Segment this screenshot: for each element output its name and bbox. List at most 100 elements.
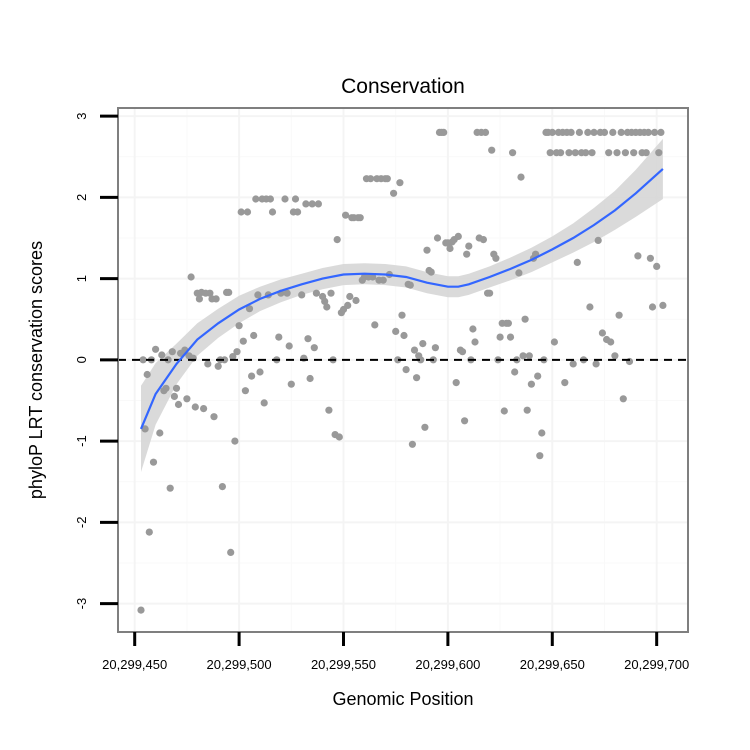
data-point bbox=[210, 413, 218, 421]
data-point bbox=[139, 356, 147, 364]
data-point bbox=[548, 128, 556, 136]
data-point bbox=[145, 528, 153, 536]
data-point bbox=[183, 395, 191, 403]
data-point bbox=[519, 352, 527, 360]
data-point bbox=[254, 291, 262, 299]
data-point bbox=[367, 175, 375, 183]
data-point bbox=[525, 352, 533, 360]
data-point bbox=[506, 333, 515, 341]
smooth-fit-line bbox=[139, 168, 664, 430]
data-point bbox=[571, 149, 579, 157]
data-point bbox=[465, 242, 473, 250]
data-point bbox=[609, 128, 617, 136]
data-point bbox=[152, 345, 160, 353]
data-point bbox=[260, 399, 268, 407]
smooth-line-layer bbox=[139, 168, 664, 430]
x-tick-label: 20,299,700 bbox=[624, 657, 689, 672]
data-point bbox=[398, 311, 406, 319]
data-point bbox=[321, 297, 329, 305]
chart-title: Conservation bbox=[341, 75, 465, 98]
confidence-band bbox=[141, 138, 663, 472]
data-point bbox=[463, 250, 471, 258]
y-tick-label: -1 bbox=[74, 435, 89, 447]
x-tick-label: 20,299,650 bbox=[520, 657, 585, 672]
data-point bbox=[588, 149, 596, 157]
data-point bbox=[287, 380, 295, 388]
data-point bbox=[281, 195, 289, 203]
data-point bbox=[239, 337, 247, 345]
data-point bbox=[594, 236, 602, 244]
data-point bbox=[235, 322, 243, 330]
data-point bbox=[170, 392, 178, 400]
x-axis-title: Genomic Position bbox=[332, 689, 473, 709]
data-point bbox=[285, 342, 293, 350]
data-point bbox=[291, 195, 300, 203]
data-point bbox=[327, 289, 335, 297]
data-point bbox=[446, 244, 454, 253]
data-point bbox=[231, 437, 239, 445]
data-point bbox=[492, 254, 500, 262]
data-point bbox=[575, 128, 584, 136]
data-point bbox=[168, 348, 176, 356]
data-point bbox=[619, 395, 627, 403]
data-point bbox=[245, 305, 254, 313]
scatter-points-layer bbox=[137, 128, 667, 614]
data-point bbox=[517, 173, 525, 181]
data-point bbox=[431, 344, 439, 352]
data-point bbox=[617, 128, 625, 136]
data-point bbox=[565, 149, 573, 157]
data-point bbox=[634, 252, 642, 260]
y-tick-label: -3 bbox=[74, 598, 89, 610]
plot-panel-border bbox=[117, 107, 689, 633]
data-point bbox=[486, 289, 494, 297]
data-point bbox=[413, 374, 421, 382]
data-point bbox=[323, 303, 331, 311]
data-point bbox=[511, 368, 519, 376]
data-point bbox=[143, 370, 151, 379]
data-point bbox=[642, 149, 650, 157]
data-point bbox=[557, 149, 565, 157]
data-point bbox=[546, 149, 554, 157]
data-point bbox=[396, 179, 404, 187]
data-point bbox=[573, 258, 581, 266]
data-point bbox=[256, 368, 264, 376]
data-point bbox=[225, 288, 233, 296]
data-point bbox=[283, 289, 291, 297]
data-point bbox=[402, 366, 410, 374]
y-tick-label: 2 bbox=[74, 194, 89, 201]
data-point bbox=[172, 384, 181, 392]
data-point bbox=[598, 329, 607, 337]
data-point bbox=[469, 325, 477, 333]
data-point bbox=[523, 406, 531, 414]
data-point bbox=[452, 379, 460, 387]
data-point bbox=[423, 246, 431, 254]
data-point bbox=[304, 335, 312, 343]
data-point bbox=[174, 400, 183, 409]
data-point bbox=[195, 295, 203, 303]
data-point bbox=[615, 311, 623, 319]
data-point bbox=[592, 360, 600, 368]
data-point bbox=[454, 232, 462, 240]
major-gridlines bbox=[118, 108, 688, 632]
data-point bbox=[538, 429, 546, 437]
data-point bbox=[252, 195, 260, 203]
data-point bbox=[567, 128, 575, 136]
y-tick-label: -2 bbox=[74, 517, 89, 529]
data-point bbox=[158, 351, 166, 359]
data-point bbox=[440, 128, 448, 136]
data-point bbox=[394, 356, 402, 364]
data-point bbox=[508, 149, 517, 157]
data-point bbox=[417, 356, 425, 364]
data-point bbox=[310, 344, 318, 352]
data-point bbox=[325, 406, 333, 414]
data-point bbox=[141, 425, 149, 433]
data-point bbox=[644, 128, 652, 136]
data-point bbox=[229, 353, 237, 361]
data-point bbox=[561, 379, 569, 387]
y-tick-label: 0 bbox=[74, 356, 89, 363]
data-point bbox=[651, 128, 659, 136]
data-point bbox=[630, 149, 638, 157]
data-point bbox=[550, 338, 559, 346]
data-point bbox=[646, 254, 655, 262]
data-point bbox=[191, 403, 199, 411]
